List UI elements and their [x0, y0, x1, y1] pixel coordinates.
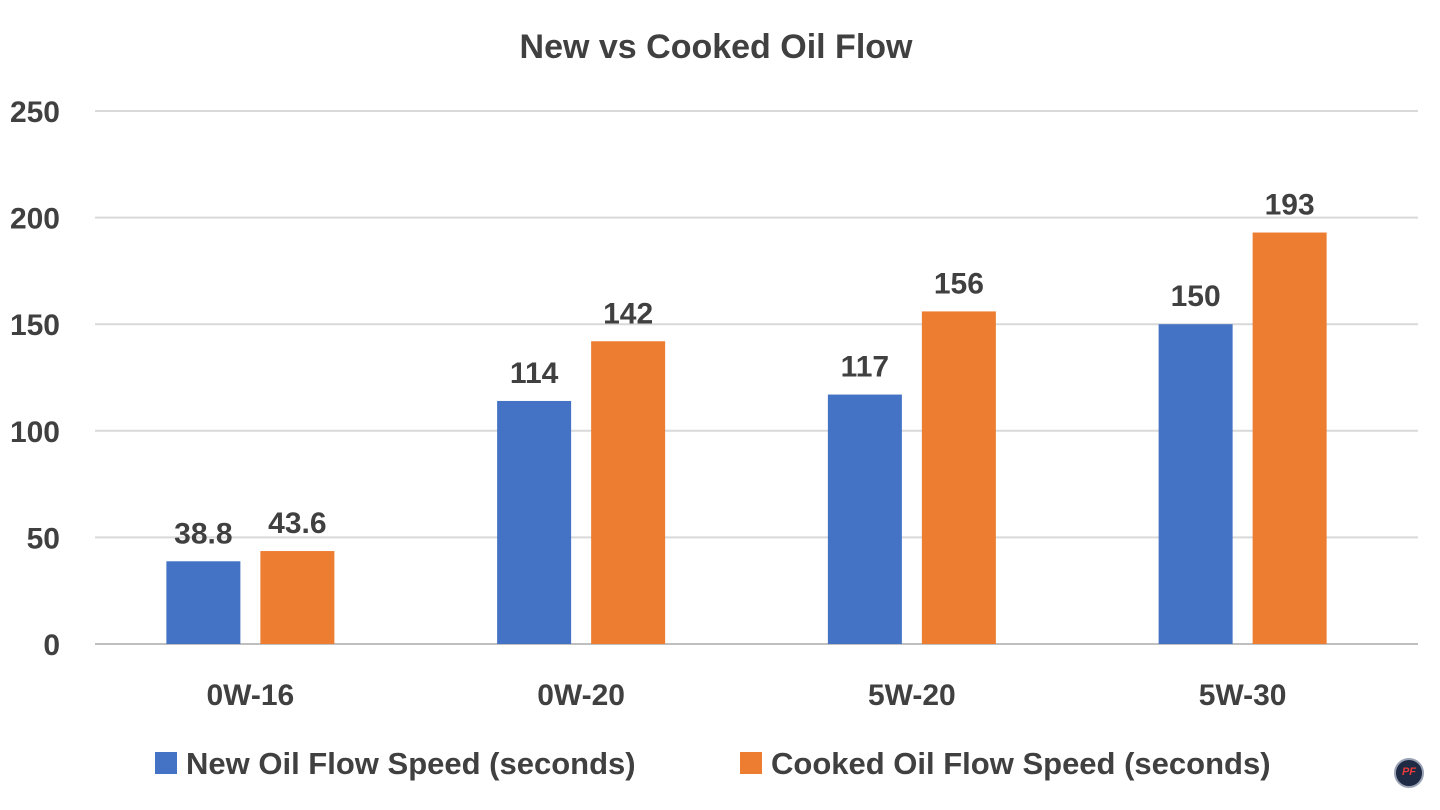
- y-tick-label-0: 0: [43, 629, 60, 662]
- bar-new-0w-16: [166, 561, 241, 644]
- data-label-new-0w-20: 114: [510, 357, 559, 390]
- bar-cooked-0w-16: [260, 551, 335, 644]
- x-category-label-5w-30: 5W-30: [1199, 679, 1287, 712]
- chart-title: New vs Cooked Oil Flow: [520, 28, 914, 66]
- bar-cooked-0w-20: [591, 341, 666, 644]
- legend-swatch-cooked: [740, 752, 762, 774]
- channel-logo-icon: PF: [1394, 758, 1424, 788]
- channel-logo-text: PF: [1401, 766, 1417, 778]
- y-tick-label-50: 50: [27, 522, 60, 555]
- data-label-cooked-5w-30: 193: [1265, 189, 1315, 222]
- y-axis-tick-labels: 0 50 100 150 200 250: [10, 96, 60, 662]
- y-tick-label-100: 100: [10, 416, 60, 449]
- bars: [166, 232, 1327, 645]
- data-label-cooked-0w-16: 43.6: [268, 507, 326, 540]
- x-category-label-0w-20: 0W-20: [537, 679, 625, 712]
- legend: New Oil Flow Speed (seconds) Cooked Oil F…: [155, 746, 1271, 781]
- legend-label-new: New Oil Flow Speed (seconds): [186, 746, 636, 781]
- legend-swatch-new: [155, 752, 177, 774]
- data-label-new-5w-30: 150: [1171, 280, 1221, 313]
- data-label-cooked-0w-20: 142: [603, 297, 653, 330]
- data-label-new-0w-16: 38.8: [174, 517, 232, 550]
- data-labels: 38.8 43.6 114 142 117 156 150 193: [174, 189, 1314, 551]
- data-label-cooked-5w-20: 156: [934, 267, 984, 300]
- legend-label-cooked: Cooked Oil Flow Speed (seconds): [771, 746, 1271, 781]
- x-axis-category-labels: 0W-16 0W-20 5W-20 5W-30: [206, 679, 1286, 712]
- bar-new-5w-30: [1158, 324, 1233, 644]
- bar-new-5w-20: [827, 394, 902, 644]
- bar-cooked-5w-20: [921, 311, 996, 644]
- data-label-new-5w-20: 117: [841, 351, 889, 384]
- bar-cooked-5w-30: [1252, 232, 1327, 645]
- x-category-label-5w-20: 5W-20: [868, 679, 956, 712]
- y-tick-label-150: 150: [10, 309, 60, 342]
- bar-new-0w-20: [497, 400, 572, 644]
- x-category-label-0w-16: 0W-16: [206, 679, 294, 712]
- y-tick-label-200: 200: [10, 203, 60, 236]
- y-tick-label-250: 250: [10, 96, 60, 129]
